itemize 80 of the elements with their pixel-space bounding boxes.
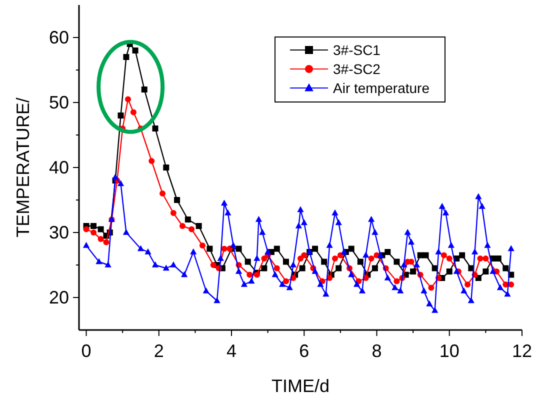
- point: [206, 246, 213, 252]
- point: [417, 252, 424, 258]
- point: [422, 252, 429, 258]
- point: [348, 246, 354, 252]
- point: [298, 256, 304, 262]
- x-tick-label: 2: [154, 341, 164, 361]
- point: [148, 158, 155, 164]
- point: [394, 278, 400, 284]
- point: [312, 246, 318, 252]
- point: [368, 256, 374, 262]
- point: [321, 258, 328, 265]
- point: [210, 262, 216, 268]
- point: [199, 242, 206, 248]
- point: [482, 256, 489, 262]
- point: [261, 265, 268, 272]
- point: [163, 164, 170, 170]
- point: [502, 265, 509, 272]
- point: [188, 226, 195, 232]
- point: [83, 226, 90, 232]
- point: [152, 126, 158, 132]
- point: [508, 282, 514, 288]
- point: [446, 268, 452, 274]
- point: [90, 230, 97, 236]
- point: [446, 256, 452, 262]
- legend-label: Air temperature: [333, 80, 430, 96]
- point: [98, 236, 104, 242]
- point: [282, 258, 289, 265]
- y-tick-label: 60: [48, 28, 69, 48]
- point: [428, 284, 434, 291]
- point: [464, 282, 471, 288]
- x-tick-label: 6: [299, 341, 310, 361]
- point: [123, 54, 130, 60]
- point: [440, 252, 447, 258]
- point: [394, 258, 400, 265]
- point: [103, 239, 110, 246]
- x-tick-label: 12: [512, 341, 532, 361]
- point: [274, 265, 280, 272]
- point: [384, 249, 391, 255]
- y-tick-label: 40: [48, 158, 69, 178]
- point: [236, 246, 242, 252]
- y-tick-label: 50: [48, 92, 69, 112]
- point: [299, 265, 306, 272]
- point: [372, 265, 378, 272]
- point: [90, 223, 97, 229]
- point: [332, 256, 338, 262]
- point: [301, 252, 308, 258]
- legend-label: 3#-SC1: [333, 42, 381, 58]
- point: [184, 216, 191, 222]
- point: [459, 252, 466, 258]
- point: [261, 256, 268, 262]
- point: [477, 256, 484, 262]
- point: [196, 223, 202, 229]
- y-tick-label: 20: [48, 288, 69, 308]
- point: [118, 112, 124, 118]
- y-axis-title: TEMPERATURE/: [13, 98, 33, 238]
- x-axis-title: TIME/d: [271, 376, 330, 396]
- x-tick-label: 10: [439, 341, 460, 361]
- x-tick-label: 8: [372, 341, 382, 361]
- point: [246, 272, 253, 278]
- point: [357, 258, 364, 265]
- point: [125, 96, 132, 102]
- point: [170, 210, 176, 216]
- point: [130, 109, 136, 116]
- point: [482, 268, 489, 274]
- x-tick-label: 0: [81, 341, 92, 361]
- point: [410, 268, 416, 274]
- y-tick-label: 30: [48, 222, 69, 242]
- point: [179, 223, 186, 229]
- point: [336, 265, 342, 272]
- legend-label: 3#-SC2: [333, 61, 381, 77]
- point: [141, 86, 148, 92]
- point: [244, 258, 251, 265]
- point: [282, 278, 289, 284]
- x-tick-label: 4: [226, 341, 237, 361]
- point: [132, 48, 138, 54]
- point: [274, 246, 280, 252]
- point: [160, 190, 166, 196]
- point: [174, 197, 180, 203]
- point: [98, 226, 104, 232]
- point: [495, 256, 502, 262]
